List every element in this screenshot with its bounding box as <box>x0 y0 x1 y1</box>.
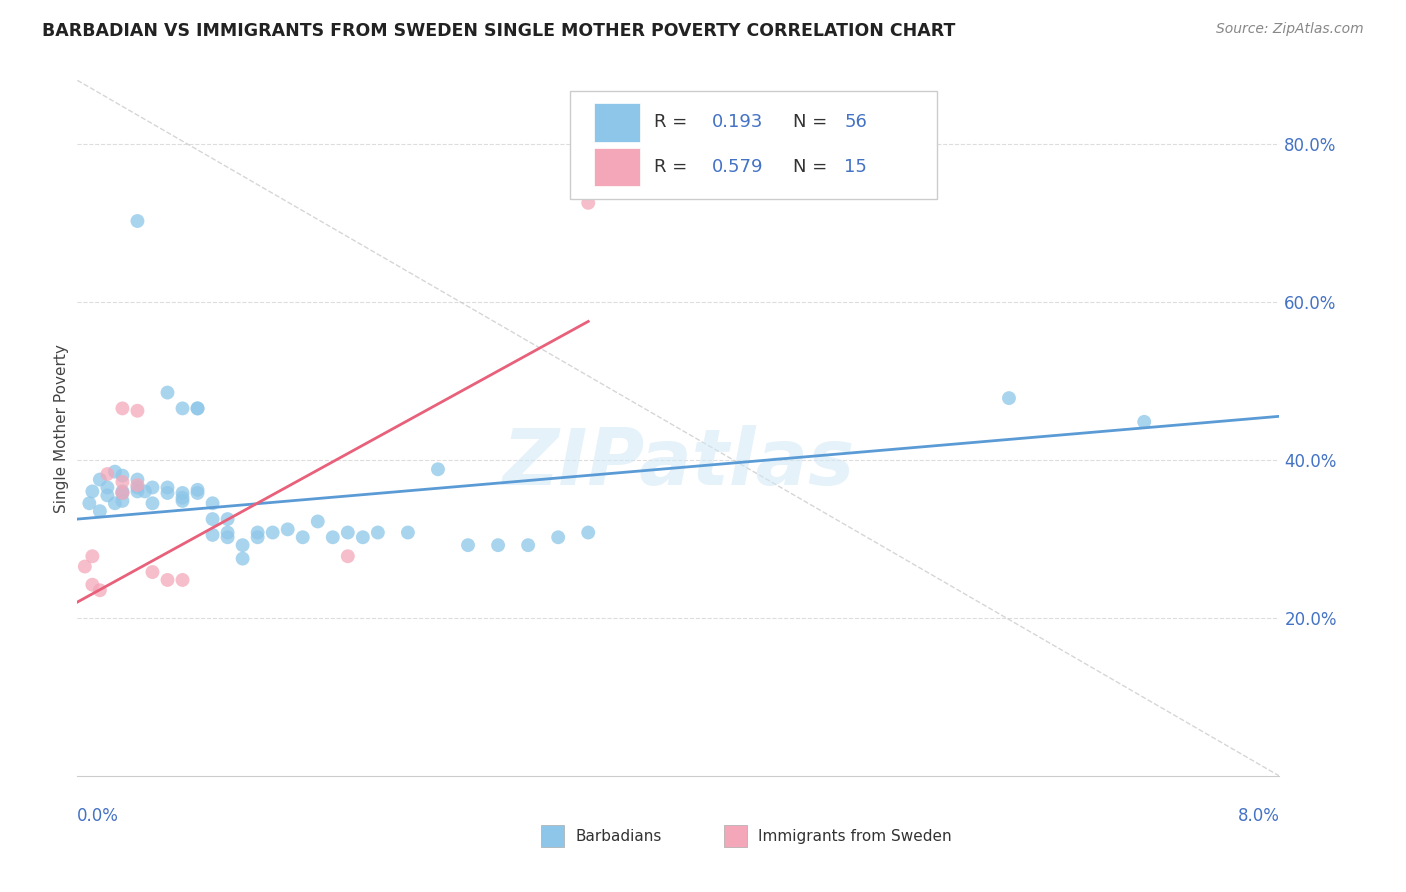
Text: R =: R = <box>654 158 693 176</box>
Point <box>79 496 101 510</box>
Point <box>104 465 127 479</box>
Point <box>427 462 450 476</box>
Point <box>111 484 134 499</box>
Point <box>217 530 239 544</box>
Point <box>104 496 127 510</box>
Point <box>172 401 194 416</box>
Point <box>89 583 111 598</box>
Point <box>232 538 254 552</box>
Bar <box>595 103 640 142</box>
Point <box>156 486 179 500</box>
Text: Barbadians: Barbadians <box>575 830 661 844</box>
Point <box>396 525 419 540</box>
Point <box>111 468 134 483</box>
Point <box>232 551 254 566</box>
Point <box>82 549 104 564</box>
Point <box>127 478 149 492</box>
Point <box>262 525 284 540</box>
Point <box>352 530 374 544</box>
Text: ZIPatlas: ZIPatlas <box>502 425 855 501</box>
Point <box>141 565 163 579</box>
Point <box>127 484 149 499</box>
Point <box>457 538 479 552</box>
Point <box>73 559 96 574</box>
Point <box>82 484 104 499</box>
Point <box>89 504 111 518</box>
Point <box>547 530 569 544</box>
Point <box>172 486 194 500</box>
Point <box>336 549 359 564</box>
Point <box>1133 415 1156 429</box>
Point <box>201 512 224 526</box>
Point <box>201 528 224 542</box>
Text: N =: N = <box>793 113 832 131</box>
Point <box>186 486 209 500</box>
Point <box>172 491 194 505</box>
Point <box>141 496 163 510</box>
Point <box>127 403 149 417</box>
Point <box>367 525 389 540</box>
Text: 0.0%: 0.0% <box>77 807 120 825</box>
Point <box>201 496 224 510</box>
Point <box>156 573 179 587</box>
Text: BARBADIAN VS IMMIGRANTS FROM SWEDEN SINGLE MOTHER POVERTY CORRELATION CHART: BARBADIAN VS IMMIGRANTS FROM SWEDEN SING… <box>42 22 956 40</box>
Point <box>156 480 179 494</box>
Point <box>186 401 209 416</box>
Point <box>96 480 118 494</box>
Text: Source: ZipAtlas.com: Source: ZipAtlas.com <box>1216 22 1364 37</box>
Text: 15: 15 <box>844 158 868 176</box>
Point <box>127 214 149 228</box>
Point <box>291 530 314 544</box>
Point <box>141 480 163 494</box>
Point <box>246 530 269 544</box>
FancyBboxPatch shape <box>571 91 936 199</box>
Text: R =: R = <box>654 113 693 131</box>
Text: 56: 56 <box>844 113 868 131</box>
Text: N =: N = <box>793 158 832 176</box>
Bar <box>595 148 640 186</box>
Point <box>127 473 149 487</box>
Point <box>96 467 118 481</box>
Y-axis label: Single Mother Poverty: Single Mother Poverty <box>53 343 69 513</box>
Point <box>172 573 194 587</box>
Point <box>517 538 540 552</box>
Text: 0.579: 0.579 <box>711 158 763 176</box>
Point <box>89 473 111 487</box>
Point <box>217 525 239 540</box>
Bar <box>541 825 564 847</box>
Point <box>111 475 134 489</box>
Text: 0.193: 0.193 <box>711 113 763 131</box>
Point <box>322 530 344 544</box>
Point <box>186 483 209 497</box>
Point <box>277 522 299 536</box>
Point <box>111 486 134 500</box>
Point <box>111 401 134 416</box>
Point <box>172 494 194 508</box>
Point <box>111 494 134 508</box>
Bar <box>724 825 747 847</box>
Text: 8.0%: 8.0% <box>1237 807 1279 825</box>
Point <box>96 488 118 502</box>
Point <box>576 525 599 540</box>
Point <box>127 480 149 494</box>
Point <box>82 578 104 592</box>
Point <box>111 486 134 500</box>
Point <box>186 401 209 416</box>
Text: Immigrants from Sweden: Immigrants from Sweden <box>758 830 952 844</box>
Point <box>156 385 179 400</box>
Point <box>307 515 329 529</box>
Point <box>217 512 239 526</box>
Point <box>998 391 1021 405</box>
Point <box>246 525 269 540</box>
Point <box>134 484 156 499</box>
Point <box>576 195 599 210</box>
Point <box>336 525 359 540</box>
Point <box>486 538 509 552</box>
